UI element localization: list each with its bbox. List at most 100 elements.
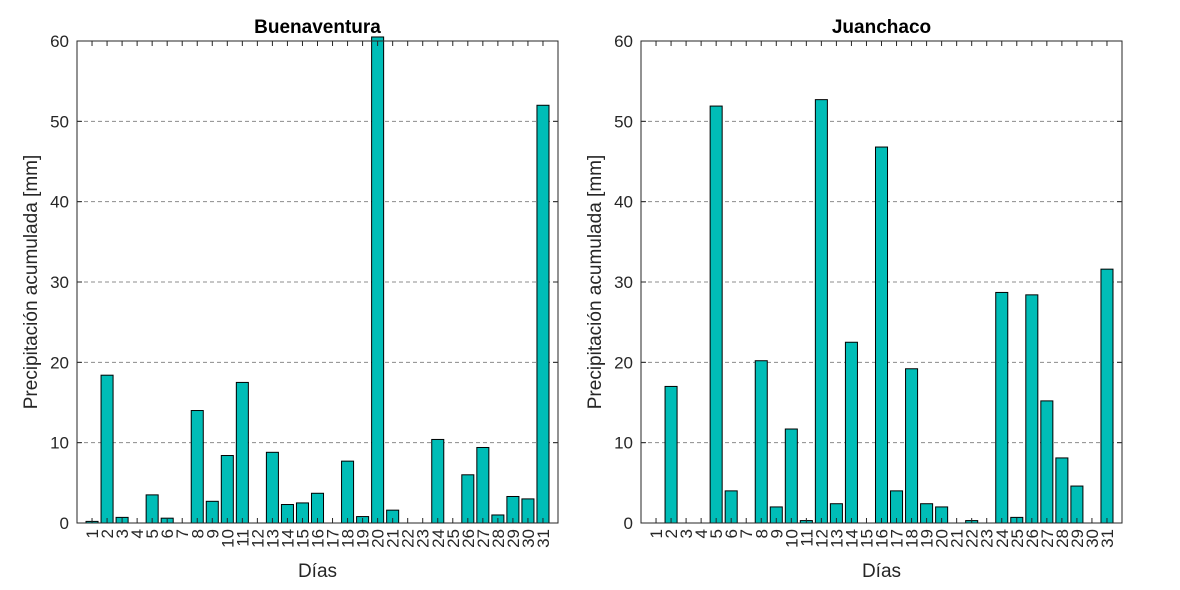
chart-1-xtick-label: 13 [263, 529, 282, 548]
chart-1-bar-day-20 [371, 36, 385, 524]
chart-2-bar-day-31 [1100, 268, 1114, 524]
chart-2-xtick-label: 20 [933, 529, 952, 548]
chart-2-xtick-label: 9 [767, 529, 786, 538]
chart-2-bar-day-8 [754, 360, 768, 524]
chart-2-ytick-label: 0 [624, 514, 633, 533]
chart-2-ytick-label: 40 [614, 193, 633, 212]
chart-2-xtick-label: 5 [707, 529, 726, 538]
chart-2-xtick-label: 16 [873, 529, 892, 548]
chart-2-bar-day-12 [814, 99, 828, 524]
chart-2-xtick-label: 27 [1038, 529, 1057, 548]
chart-1-xtick-label: 29 [504, 529, 523, 548]
chart-1-ytick-label: 0 [60, 514, 69, 533]
chart-2-xtick-label: 24 [993, 529, 1012, 548]
chart-2-xtick-label: 14 [842, 529, 861, 548]
chart-2-xtick-label: 3 [677, 529, 696, 538]
chart-1-ytick-label: 30 [50, 273, 69, 292]
chart-2-xtick-label: 4 [692, 529, 711, 538]
chart-1-xtick-label: 4 [128, 529, 147, 538]
chart-1-ytick-label: 10 [50, 434, 69, 453]
chart-1-xtick-label: 11 [233, 529, 252, 547]
chart-1-xtick-label: 16 [309, 529, 328, 548]
chart-1-bar-day-11 [235, 381, 249, 524]
chart-2-xtick-label: 17 [888, 529, 907, 548]
chart-2-bar-day-5 [709, 105, 723, 524]
chart-1-xtick-label: 21 [384, 529, 403, 548]
chart-2-bar-day-28 [1055, 457, 1069, 524]
chart-2-bar-day-2 [664, 385, 678, 524]
chart-2-xtick-label: 25 [1008, 529, 1027, 548]
chart-2-bar-day-18 [905, 368, 919, 524]
chart-1-xlabel: Días [298, 561, 337, 582]
chart-1-xtick-label: 18 [339, 529, 358, 548]
chart-2-bar-day-14 [844, 341, 858, 524]
chart-1-bar-day-27 [476, 446, 490, 524]
chart-1-xtick-label: 26 [459, 529, 478, 548]
chart-2-xtick-label: 28 [1053, 529, 1072, 548]
chart-1-ytick-label: 50 [50, 112, 69, 131]
chart-1-xtick-label: 30 [519, 529, 538, 548]
chart-1-xtick-label: 28 [489, 529, 508, 548]
chart-1-bar-day-13 [265, 451, 279, 524]
chart-1-xtick-label: 9 [203, 529, 222, 538]
chart-1-bar-day-24 [431, 438, 445, 524]
chart-1-panel: 0102030405060123456789101112131415161718… [21, 17, 559, 582]
chart-2-xtick-label: 22 [963, 529, 982, 548]
chart-2-xtick-label: 26 [1023, 529, 1042, 548]
chart-1-bar-day-2 [100, 374, 114, 524]
chart-2-xtick-label: 8 [752, 529, 771, 538]
chart-1-xtick-label: 20 [369, 529, 388, 548]
chart-1-xtick-label: 27 [474, 529, 493, 548]
chart-1-xtick-label: 14 [278, 529, 297, 548]
chart-1-xtick-label: 8 [188, 529, 207, 538]
chart-2-xtick-label: 19 [918, 529, 937, 548]
chart-2-xtick-label: 30 [1083, 529, 1102, 548]
chart-2-ytick-label: 30 [614, 273, 633, 292]
chart-1-xtick-label: 15 [293, 529, 312, 548]
chart-1-xtick-label: 23 [414, 529, 433, 548]
chart-2-xtick-label: 29 [1068, 529, 1087, 548]
chart-1-ylabel: Precipitación acumulada [mm] [21, 155, 42, 410]
chart-1-xtick-label: 22 [399, 529, 418, 548]
chart-2-xtick-label: 21 [948, 529, 967, 548]
chart-2-xtick-label: 1 [647, 529, 666, 538]
chart-1-xtick-label: 31 [534, 529, 553, 548]
chart-2-bar-day-24 [995, 291, 1009, 524]
chart-1-bar-day-26 [461, 474, 475, 524]
chart-1-xtick-label: 25 [444, 529, 463, 548]
chart-2-xtick-label: 31 [1098, 529, 1117, 548]
chart-2-ylabel: Precipitación acumulada [mm] [585, 155, 606, 410]
chart-2-bar-day-27 [1040, 400, 1054, 524]
chart-2-xtick-label: 18 [903, 529, 922, 548]
chart-1-xtick-label: 19 [354, 529, 373, 548]
chart-1-xtick-label: 5 [143, 529, 162, 538]
chart-1-xtick-label: 6 [158, 529, 177, 538]
chart-1-xtick-label: 7 [173, 529, 192, 538]
chart-1-bar-day-8 [190, 410, 204, 524]
chart-1-ytick-label: 40 [50, 193, 69, 212]
chart-1-title: Buenaventura [254, 17, 381, 38]
chart-1-xtick-label: 24 [429, 529, 448, 548]
chart-1-xtick-label: 17 [324, 529, 343, 548]
chart-1-xtick-label: 1 [83, 529, 102, 538]
chart-1-ytick-label: 20 [50, 353, 69, 372]
chart-2-xlabel: Días [862, 561, 901, 582]
chart-2-xtick-label: 12 [812, 529, 831, 548]
chart-2-bar-day-26 [1025, 294, 1039, 524]
chart-1-bar-day-10 [220, 455, 234, 524]
chart-2-xtick-label: 13 [827, 529, 846, 548]
chart-2-bar-day-29 [1070, 485, 1084, 524]
chart-2-xtick-label: 15 [857, 529, 876, 548]
chart-2-bar-day-16 [874, 146, 889, 524]
chart-1-xtick-label: 12 [248, 529, 267, 548]
chart-2-xtick-label: 11 [797, 529, 816, 547]
chart-1-xtick-label: 3 [113, 529, 132, 538]
chart-2-xtick-label: 23 [978, 529, 997, 548]
chart-2-ytick-label: 50 [614, 112, 633, 131]
chart-2-xtick-label: 7 [737, 529, 756, 538]
chart-2-xtick-label: 10 [782, 529, 801, 548]
chart-2-ytick-label: 10 [614, 434, 633, 453]
chart-2-panel: 0102030405060123456789101112131415161718… [585, 17, 1123, 582]
